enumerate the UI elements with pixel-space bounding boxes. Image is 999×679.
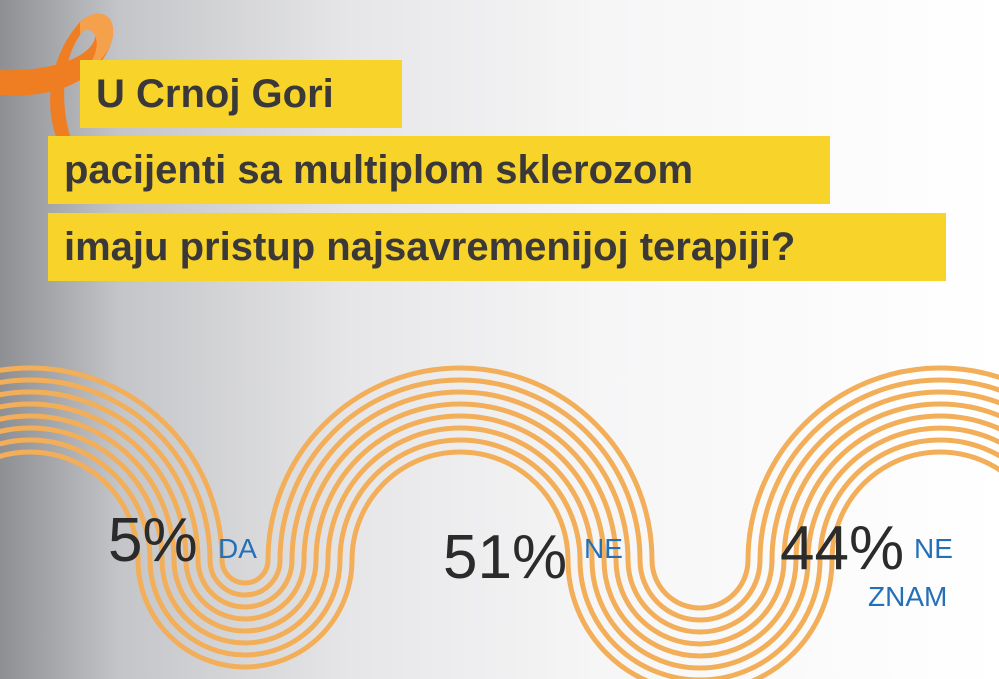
percent: 51%	[443, 523, 568, 592]
wave-line	[0, 401, 999, 647]
wave-line	[0, 365, 999, 611]
wave-line	[0, 425, 999, 671]
ribbon	[0, 13, 114, 151]
wave-line	[0, 389, 999, 635]
title-line: U Crnoj Gori	[80, 60, 402, 128]
wave-line	[0, 449, 999, 679]
answer-label: DA	[218, 533, 257, 564]
wave-lines	[0, 365, 999, 679]
title-line: pacijenti sa multiplom sklerozom	[48, 136, 830, 204]
answer-label: NE	[914, 533, 953, 564]
percent: 5%	[108, 506, 198, 575]
title-line: imaju pristup najsavremenijoj terapiji?	[48, 213, 946, 281]
ribbon-shape	[0, 13, 114, 151]
answer-label: NE	[584, 533, 623, 564]
answer-label: ZNAM	[868, 581, 948, 612]
percent: 44%	[780, 514, 905, 583]
wave-line	[0, 437, 999, 679]
wave-line	[0, 413, 999, 659]
wave-line	[0, 377, 999, 623]
ribbon-highlight	[80, 13, 114, 75]
